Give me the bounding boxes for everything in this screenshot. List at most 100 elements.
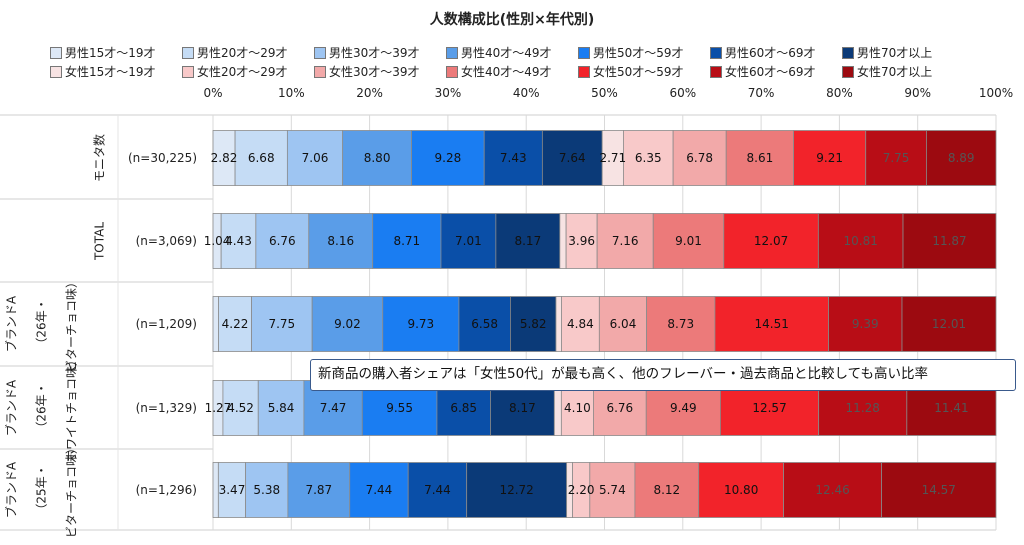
- row-label: ビターチョコ味）: [65, 442, 79, 538]
- data-label: 5.82: [520, 317, 547, 331]
- legend-swatch: [578, 65, 590, 78]
- data-label: 6.76: [269, 234, 296, 248]
- bar-segment: [220, 213, 257, 269]
- bar-segment: [382, 296, 460, 352]
- bar-segment: [598, 296, 648, 352]
- row-label: ブランドA: [4, 379, 19, 436]
- data-label: 12.57: [752, 401, 786, 415]
- x-tick-label: 60%: [669, 86, 696, 100]
- data-label: 4.84: [567, 317, 594, 331]
- row-n-label: (n=3,069): [136, 234, 197, 248]
- bar-segment: [652, 213, 725, 269]
- legend-swatch: [446, 65, 458, 78]
- data-label: 12.46: [815, 483, 849, 497]
- row-n-label: (n=1,296): [136, 483, 197, 497]
- bar-segment: [925, 130, 997, 186]
- data-label: 7.44: [366, 483, 393, 497]
- bar-segment: [411, 130, 485, 186]
- data-label: 8.80: [364, 151, 391, 165]
- bar-segment: [623, 130, 674, 186]
- data-label: 11.41: [934, 401, 968, 415]
- data-label: 9.21: [816, 151, 843, 165]
- data-label: 8.16: [327, 234, 354, 248]
- data-label: 11.28: [846, 401, 880, 415]
- bar-segment: [311, 296, 384, 352]
- data-label: 8.17: [514, 234, 541, 248]
- legend-swatch: [182, 46, 194, 59]
- x-tick-label: 100%: [979, 86, 1013, 100]
- legend-label: 女性15才～19才: [65, 65, 156, 79]
- data-label: 7.43: [500, 151, 527, 165]
- bar-segment: [257, 380, 305, 436]
- bar-segment: [255, 213, 310, 269]
- legend-label: 女性60才～69才: [725, 65, 816, 79]
- data-label: 7.87: [305, 483, 332, 497]
- row-n-label: (n=30,225): [128, 151, 197, 165]
- data-label: 14.57: [922, 483, 956, 497]
- data-label: 7.47: [320, 401, 347, 415]
- data-label: 8.71: [393, 234, 420, 248]
- legend-item: 男性15才～19才: [50, 44, 182, 61]
- bar-segment: [902, 213, 997, 269]
- chart-annotation: 新商品の購入者シェアは「女性50代」が最も高く、他のフレーバー・過去商品と比較し…: [310, 359, 1016, 391]
- legend-label: 男性40才～49才: [461, 46, 552, 60]
- bar-segment: [510, 296, 557, 352]
- row-label: ブランドA: [4, 295, 19, 352]
- bar-segment: [714, 296, 829, 352]
- data-label: 3.96: [568, 234, 595, 248]
- legend-item: 女性30才～39才: [314, 63, 446, 80]
- row-label: ホワイトチョコ味）: [65, 354, 79, 462]
- legend-label: 男性70才以上: [857, 46, 933, 60]
- x-tick-label: 80%: [826, 86, 853, 100]
- data-label: 9.73: [407, 317, 434, 331]
- row-label: （25年・: [35, 464, 49, 515]
- legend-item: 男性30才～39才: [314, 44, 446, 61]
- data-label: 4.10: [564, 401, 591, 415]
- bar-segment: [349, 462, 409, 518]
- row-label: ブランドA: [4, 461, 19, 518]
- legend-swatch: [710, 46, 722, 59]
- legend-label: 男性20才～29才: [197, 46, 288, 60]
- bar-segment: [555, 296, 562, 352]
- bar-segment: [646, 296, 716, 352]
- bar-segment: [287, 462, 351, 518]
- data-label: 10.80: [724, 483, 758, 497]
- legend-swatch: [842, 65, 854, 78]
- legend-label: 女性50才～59才: [593, 65, 684, 79]
- chart-legend: 男性15才～19才 男性20才～29才 男性30才～39才 男性40才～49才 男性50…: [50, 44, 980, 80]
- legend-label: 女性20才～29才: [197, 65, 288, 79]
- data-label: 6.85: [450, 401, 477, 415]
- data-label: 7.44: [424, 483, 451, 497]
- legend-label: 男性50才～59才: [593, 46, 684, 60]
- bar-segment: [440, 213, 497, 269]
- data-label: 4.52: [227, 401, 254, 415]
- data-label: 3.47: [219, 483, 246, 497]
- bar-segment: [723, 213, 819, 269]
- bar-segment: [466, 462, 568, 518]
- bar-segment: [217, 462, 247, 518]
- bar-segment: [561, 296, 600, 352]
- legend-swatch: [446, 46, 458, 59]
- bar-segment: [817, 213, 904, 269]
- bar-segment: [458, 296, 511, 352]
- bar-segment: [407, 462, 468, 518]
- data-label: 9.01: [675, 234, 702, 248]
- data-label: 4.22: [222, 317, 249, 331]
- legend-label: 女性40才～49才: [461, 65, 552, 79]
- data-label: 5.38: [253, 483, 280, 497]
- data-label: 6.68: [248, 151, 275, 165]
- bar-segment: [541, 130, 603, 186]
- data-label: 8.73: [667, 317, 694, 331]
- bar-segment: [308, 213, 374, 269]
- data-label: 2.82: [211, 151, 238, 165]
- bar-segment: [901, 296, 997, 352]
- x-tick-label: 30%: [435, 86, 462, 100]
- legend-swatch: [314, 46, 326, 59]
- legend-label: 男性60才～69才: [725, 46, 816, 60]
- data-label: 6.58: [471, 317, 498, 331]
- legend-item: 男性50才～59才: [578, 44, 710, 61]
- row-label: モニタ数: [92, 134, 107, 182]
- bar-segment: [672, 130, 727, 186]
- bar-segment: [865, 130, 927, 186]
